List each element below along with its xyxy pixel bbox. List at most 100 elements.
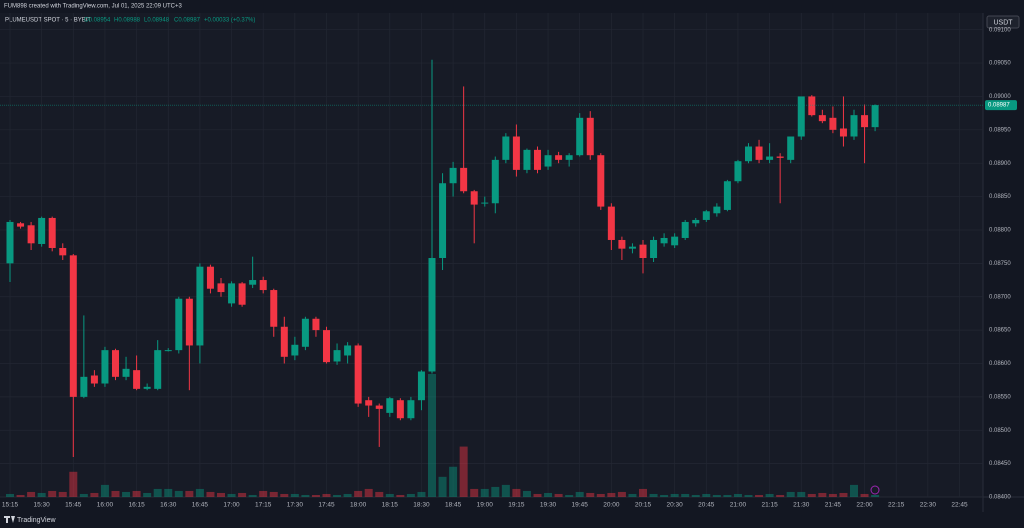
- candle-body: [829, 117, 837, 130]
- x-tick-label: 19:45: [572, 502, 589, 509]
- volume-bar: [691, 494, 700, 497]
- candle-body: [681, 221, 689, 238]
- candle-body: [734, 161, 742, 182]
- y-tick-label: 0.08650: [989, 328, 1011, 334]
- event-marker[interactable]: [870, 485, 880, 495]
- x-tick-label: 20:45: [698, 502, 715, 509]
- y-tick-label: 0.08750: [989, 261, 1011, 267]
- last-price-tag: [985, 100, 1017, 111]
- volume-bar: [818, 492, 827, 497]
- candle-body: [502, 136, 510, 160]
- volume-bar: [797, 491, 806, 497]
- volume-bar: [27, 491, 36, 497]
- candle-body: [523, 149, 531, 170]
- candle-body: [90, 375, 98, 384]
- candle-body: [143, 386, 151, 389]
- currency[interactable]: USDT: [993, 19, 1013, 26]
- candle-body: [386, 398, 394, 413]
- candle-body: [692, 219, 700, 224]
- volume-bar: [79, 493, 88, 497]
- candle-body: [534, 149, 541, 170]
- volume-bar: [269, 491, 278, 497]
- volume-bar: [238, 492, 247, 497]
- candle-body: [69, 255, 77, 397]
- volume-bar: [480, 488, 489, 497]
- axes: 0.08400 0.08450 0.08500 0.08550 0.08600 0.086…: [2, 27, 1017, 509]
- volume-bar: [301, 494, 310, 497]
- candle-body: [607, 206, 615, 240]
- candle-body: [270, 290, 278, 327]
- candle-body: [639, 244, 647, 259]
- caption: FUM898 created with TradingView.com, Jul…: [4, 4, 182, 10]
- volume-bar: [333, 494, 342, 497]
- volume-bar: [396, 494, 405, 497]
- x-tick-label: 16:45: [192, 502, 209, 509]
- volume-bar: [670, 493, 679, 497]
- volume-bar: [449, 466, 458, 497]
- candle-body: [439, 183, 447, 259]
- x-tick-label: 22:30: [920, 502, 937, 509]
- candle-body: [597, 155, 605, 207]
- candle-body: [797, 96, 805, 137]
- candle-body: [808, 96, 816, 116]
- candle-body: [576, 117, 584, 156]
- volume: [6, 374, 880, 497]
- volume-bar: [90, 492, 99, 497]
- candle-body: [238, 283, 246, 305]
- volume-bar: [69, 471, 78, 497]
- x-tick-label: 16:30: [160, 502, 177, 509]
- candle-body: [839, 128, 847, 137]
- x-tick-label: 19:15: [508, 502, 525, 509]
- candle-body: [259, 280, 267, 291]
- volume-bar: [459, 446, 468, 497]
- last-price-label: 0.08987: [988, 103, 1010, 109]
- candle-body: [755, 146, 763, 160]
- y-tick-label: 0.08450: [989, 461, 1011, 467]
- volume-bar: [554, 493, 563, 497]
- x-tick-label: 17:15: [255, 502, 272, 509]
- x-tick-label: 15:30: [34, 502, 51, 509]
- x-tick-label: 19:30: [540, 502, 557, 509]
- volume-bar: [227, 493, 236, 497]
- candle-body: [702, 211, 710, 220]
- volume-bar: [470, 488, 479, 497]
- x-tick-label: 18:00: [350, 502, 367, 509]
- volume-bar: [58, 491, 67, 497]
- candle-body: [175, 298, 183, 351]
- y-tick-label: 0.08800: [989, 228, 1011, 234]
- volume-bar: [755, 494, 764, 497]
- volume-bar: [501, 484, 510, 497]
- candle-body: [185, 298, 193, 346]
- ohlc-value: O0.08954: [84, 18, 111, 24]
- x-tick-label: 22:15: [888, 502, 905, 509]
- candle-body: [206, 266, 214, 289]
- y-tick-label: 0.08500: [989, 428, 1011, 434]
- volume-bar: [733, 493, 742, 497]
- volume-bar: [586, 492, 595, 497]
- x-tick-label: 21:45: [825, 502, 842, 509]
- grid: [0, 13, 983, 498]
- volume-bar: [153, 488, 162, 497]
- volume-bar: [354, 490, 363, 497]
- volume-bar: [248, 494, 257, 497]
- candle-body: [407, 400, 415, 419]
- candle-body: [460, 167, 468, 192]
- candle-body: [48, 217, 56, 248]
- volume-bar: [364, 488, 373, 497]
- volume-bar: [807, 493, 816, 497]
- x-tick-label: 20:15: [635, 502, 652, 509]
- brand: TradingView: [17, 517, 56, 524]
- volume-bar: [259, 490, 268, 497]
- volume-bar: [16, 494, 25, 497]
- candle-body: [354, 345, 362, 404]
- candle-body: [112, 350, 119, 377]
- y-tick-label: 0.08600: [989, 361, 1011, 367]
- volume-bar: [290, 493, 299, 497]
- x-tick-label: 21:15: [761, 502, 778, 509]
- currency-box[interactable]: [986, 15, 1020, 29]
- candle-body: [365, 400, 373, 406]
- volume-bar: [375, 491, 384, 497]
- volume-bar: [406, 493, 415, 497]
- y-tick-label: 0.09100: [989, 27, 1011, 33]
